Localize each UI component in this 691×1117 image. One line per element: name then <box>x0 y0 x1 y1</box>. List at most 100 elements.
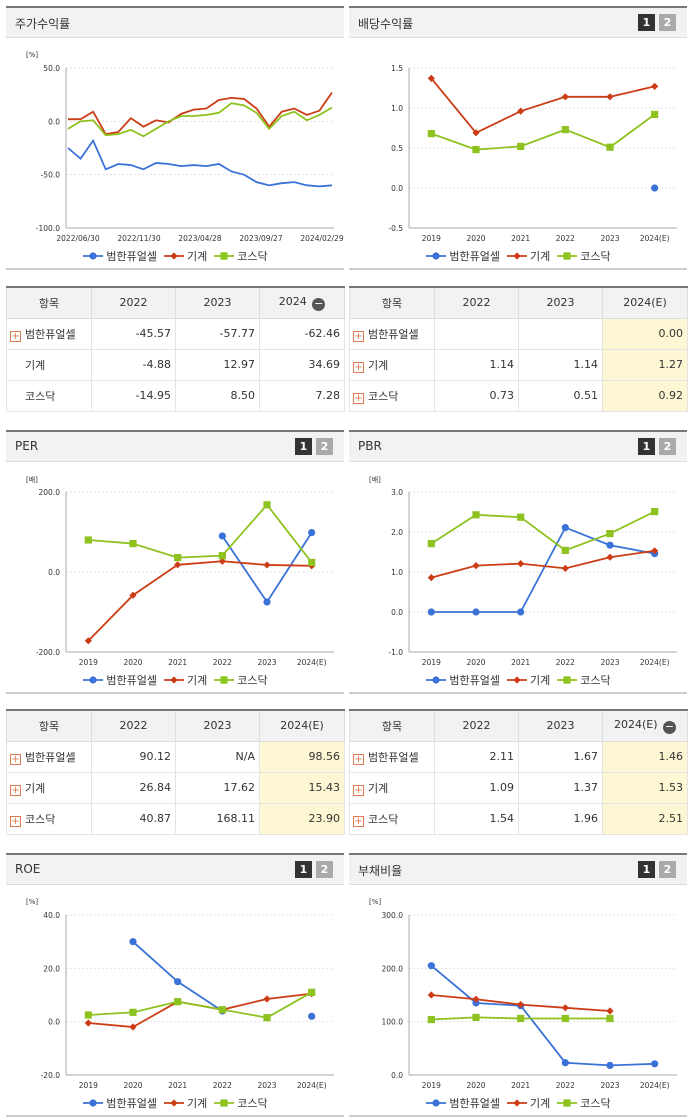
legend-item-kosdaq[interactable]: 코스닥 <box>213 672 268 688</box>
table-row: 기계 -4.88 12.97 34.69 <box>6 348 345 381</box>
data-point <box>472 146 480 154</box>
value-cell: 168.11 <box>175 802 260 835</box>
collapse-icon[interactable]: − <box>663 719 677 734</box>
row-name: 범한퓨얼셀 <box>368 327 419 341</box>
value-cell: 1.46 <box>602 740 688 773</box>
legend-item-kosdaq[interactable]: 코스닥 <box>213 248 268 264</box>
legend-marker <box>170 252 178 260</box>
value-cell: 15.43 <box>259 771 345 804</box>
legend-item-bhf[interactable]: 범한퓨얼셀 <box>425 1095 500 1111</box>
page-2-button[interactable]: 2 <box>659 14 676 31</box>
chart-legend: 범한퓨얼셀 기계 코스닥 <box>6 672 344 688</box>
row-name-cell: 기계 <box>6 348 92 381</box>
data-point <box>606 93 614 101</box>
expand-plus-icon[interactable]: + <box>353 361 364 373</box>
per-panel: PER 1 2 [배] 200.0 0.0 -200.0 2019 2020 2021 20… <box>6 430 344 694</box>
panel-header: PER 1 2 <box>6 432 344 462</box>
expand-plus-icon[interactable]: + <box>353 753 364 765</box>
x-tick-label: 2024/02/29 <box>300 234 343 243</box>
collapse-icon[interactable]: − <box>312 296 326 311</box>
table-row: + 범한퓨얼셀 90.12 N/A 98.56 <box>6 740 345 773</box>
page-1-button[interactable]: 1 <box>295 438 312 455</box>
data-point <box>561 126 569 134</box>
value-cell: 34.69 <box>259 348 345 381</box>
row-name: 코스닥 <box>368 389 399 403</box>
panel-header: 배당수익률 1 2 <box>349 8 687 38</box>
row-name-cell: + 범한퓨얼셀 <box>349 317 435 350</box>
x-tick-label: 2023 <box>257 658 276 667</box>
value-cell: 1.27 <box>602 348 688 381</box>
legend-item-kosdaq[interactable]: 코스닥 <box>213 1095 268 1111</box>
value-cell: 0.00 <box>602 317 688 350</box>
data-point <box>218 1006 226 1014</box>
series-bhf <box>427 524 659 616</box>
legend-item-bhf[interactable]: 범한퓨얼셀 <box>82 1095 157 1111</box>
data-point <box>308 558 316 567</box>
page-2-button[interactable]: 2 <box>316 861 333 878</box>
legend-item-machinery[interactable]: 기계 <box>506 1095 550 1111</box>
table-row: 코스닥 -14.95 8.50 7.28 <box>6 379 345 412</box>
legend-item-machinery[interactable]: 기계 <box>163 672 207 688</box>
page-1-button[interactable]: 1 <box>638 861 655 878</box>
y-tick-label: -20.0 <box>41 1071 61 1080</box>
pbr-panel: PBR 1 2 [배] 3.0 2.0 1.0 0.0 -1.0 2019 2020 2021… <box>349 430 687 694</box>
legend-item-kosdaq[interactable]: 코스닥 <box>556 1095 611 1111</box>
chart-legend: 범한퓨얼셀 기계 코스닥 <box>6 248 344 264</box>
legend-item-kosdaq[interactable]: 코스닥 <box>556 248 611 264</box>
x-tick-label: 2023/09/27 <box>239 234 282 243</box>
series-line <box>67 102 333 138</box>
data-point <box>427 1015 435 1024</box>
data-point <box>427 574 435 582</box>
data-point <box>651 110 659 118</box>
legend-item-machinery[interactable]: 기계 <box>506 248 550 264</box>
diamond-marker-icon <box>163 1099 184 1107</box>
y-unit-label: [배] <box>369 476 381 484</box>
page-2-button[interactable]: 2 <box>659 438 676 455</box>
legend-marker <box>220 252 228 260</box>
x-tick-label: 2021 <box>168 658 187 667</box>
data-point <box>472 995 480 1003</box>
page-1-button[interactable]: 1 <box>638 438 655 455</box>
page-1-button[interactable]: 1 <box>295 861 312 878</box>
header-2023: 2023 <box>175 709 260 742</box>
page-1-button[interactable]: 1 <box>638 14 655 31</box>
y-unit-label: [%] <box>26 51 39 59</box>
circle-marker-icon <box>426 1099 447 1107</box>
expand-plus-icon[interactable]: + <box>353 815 364 827</box>
expand-plus-icon[interactable]: + <box>10 784 21 796</box>
square-marker-icon <box>214 676 235 684</box>
data-point <box>129 1023 137 1031</box>
legend-item-bhf[interactable]: 범한퓨얼셀 <box>425 248 500 264</box>
expand-plus-icon[interactable]: + <box>353 330 364 342</box>
expand-plus-icon[interactable]: + <box>10 815 21 827</box>
legend-label: 범한퓨얼셀 <box>106 250 157 263</box>
page-2-button[interactable]: 2 <box>316 438 333 455</box>
legend-marker <box>432 676 440 684</box>
legend-item-machinery[interactable]: 기계 <box>163 1095 207 1111</box>
expand-plus-icon[interactable]: + <box>10 753 21 765</box>
legend-item-bhf[interactable]: 범한퓨얼셀 <box>82 248 157 264</box>
series-line <box>67 138 333 188</box>
expand-plus-icon[interactable]: + <box>353 392 364 404</box>
circle-marker-icon <box>83 1099 104 1107</box>
page-2-button[interactable]: 2 <box>659 861 676 878</box>
x-tick-label: 2019 <box>79 658 98 667</box>
x-tick-label: 2021 <box>511 658 530 667</box>
x-tick-label: 2020 <box>123 1081 142 1090</box>
data-point <box>606 1014 614 1023</box>
y-tick-label: 0.0 <box>391 184 403 193</box>
legend-marker <box>513 676 521 684</box>
data-point <box>651 82 659 90</box>
value-cell: 90.12 <box>91 740 176 773</box>
table-row: + 범한퓨얼셀 0.00 <box>349 317 688 350</box>
legend-item-bhf[interactable]: 범한퓨얼셀 <box>425 672 500 688</box>
expand-plus-icon[interactable]: + <box>353 784 364 796</box>
legend-item-machinery[interactable]: 기계 <box>506 672 550 688</box>
value-cell: 23.90 <box>259 802 345 835</box>
expand-plus-icon[interactable]: + <box>10 330 21 342</box>
legend-item-bhf[interactable]: 범한퓨얼셀 <box>82 672 157 688</box>
legend-item-machinery[interactable]: 기계 <box>163 248 207 264</box>
legend-item-kosdaq[interactable]: 코스닥 <box>556 672 611 688</box>
value-cell: 1.53 <box>602 771 688 804</box>
data-point <box>472 129 480 137</box>
